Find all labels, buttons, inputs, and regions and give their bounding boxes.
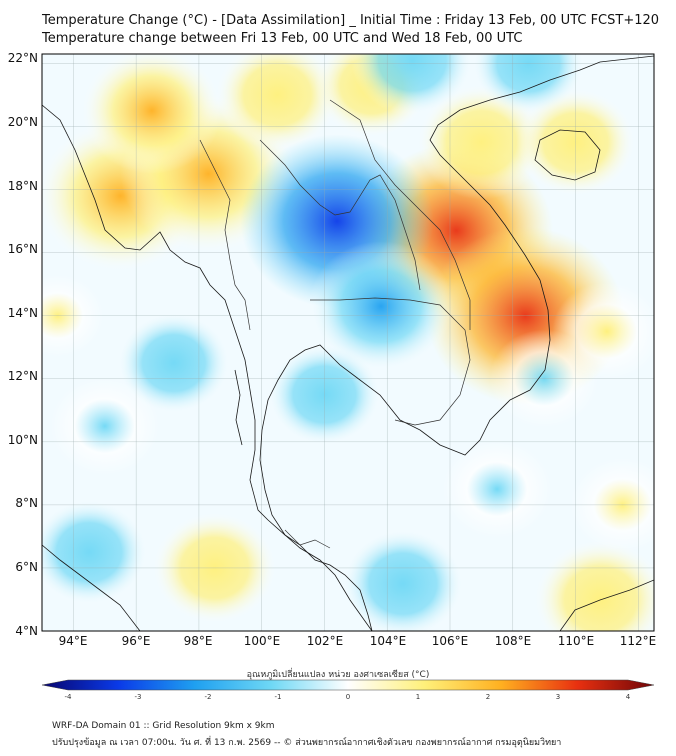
cooling-anomaly [350, 54, 474, 116]
lon-label: 108°E [494, 634, 532, 648]
coastline-andaman [234, 369, 243, 446]
colorbar-tick: 1 [415, 693, 421, 701]
warming-anomaly [216, 54, 339, 151]
lat-label: 10°N [7, 433, 38, 447]
lat-label: 6°N [15, 560, 38, 574]
border-thailand-laos [259, 139, 421, 291]
graticule [42, 54, 654, 631]
lat-label: 22°N [7, 51, 38, 65]
warming-anomaly [552, 282, 654, 381]
colorbar-tick: 0 [345, 693, 351, 701]
warming-anomaly [417, 85, 545, 200]
colorbar-tick: -3 [134, 693, 142, 701]
border-cambodia [310, 297, 471, 426]
cooling-anomaly [42, 498, 149, 606]
lat-label: 16°N [7, 242, 38, 256]
colorbar-tick: 3 [555, 693, 561, 701]
colorbar-title: อุณหภูมิเปลี่ยนแปลง หน่วย องศาเซลเซียส (… [246, 670, 430, 680]
lon-label: 102°E [306, 634, 344, 648]
border-laos-vietnam [329, 99, 471, 330]
lon-label: 112°E [619, 634, 657, 648]
footer-model-info: WRF-DA Domain 01 :: Grid Resolution 9km … [52, 721, 275, 731]
cooling-anomaly [49, 376, 160, 476]
coastline-sumatra [42, 544, 141, 631]
lat-label: 8°N [15, 496, 38, 510]
warming-anomaly [81, 54, 223, 174]
lon-label: 100°E [243, 634, 281, 648]
cooling-anomaly [341, 528, 465, 631]
colorbar-tick: 2 [485, 693, 491, 701]
plot-frame [41, 53, 655, 632]
coastline-mainland [42, 104, 373, 631]
coastline-gulf [259, 55, 654, 631]
lon-label: 94°E [58, 634, 88, 648]
cooling-anomaly [471, 54, 586, 115]
lon-label: 98°E [183, 634, 213, 648]
lon-label: 106°E [431, 634, 469, 648]
lat-label: 4°N [15, 624, 38, 638]
colorbar-tick: -2 [204, 693, 212, 701]
footer-credit: ปรับปรุงข้อมูล ณ เวลา 07:00น. วัน ศ. ที่… [52, 738, 562, 748]
cooling-anomaly [442, 439, 552, 539]
lat-label: 18°N [7, 179, 38, 193]
map-title: Temperature Change (°C) - [Data Assimila… [42, 13, 660, 28]
coastlines [42, 55, 654, 631]
colorbar-tick: -1 [274, 693, 282, 701]
map-subtitle: Temperature change between Fri 13 Feb, 0… [42, 31, 523, 46]
warming-anomaly [534, 540, 654, 631]
lon-label: 104°E [369, 634, 407, 648]
border-thailand-malaysia [284, 529, 331, 549]
colorbar-tick: 4 [625, 693, 631, 701]
temperature-field [42, 54, 654, 631]
coastline-hainan [534, 129, 601, 181]
border-myanmar-thailand [199, 139, 251, 331]
lon-label: 96°E [121, 634, 151, 648]
temperature-change-map [41, 53, 655, 632]
country-borders [199, 99, 471, 549]
colorbar-tick: -4 [64, 693, 72, 701]
lat-label: 12°N [7, 369, 38, 383]
lat-label: 14°N [7, 306, 38, 320]
cooling-anomaly [116, 311, 231, 415]
lat-label: 20°N [7, 115, 38, 129]
lon-label: 110°E [557, 634, 595, 648]
coastline-borneo [559, 579, 654, 631]
